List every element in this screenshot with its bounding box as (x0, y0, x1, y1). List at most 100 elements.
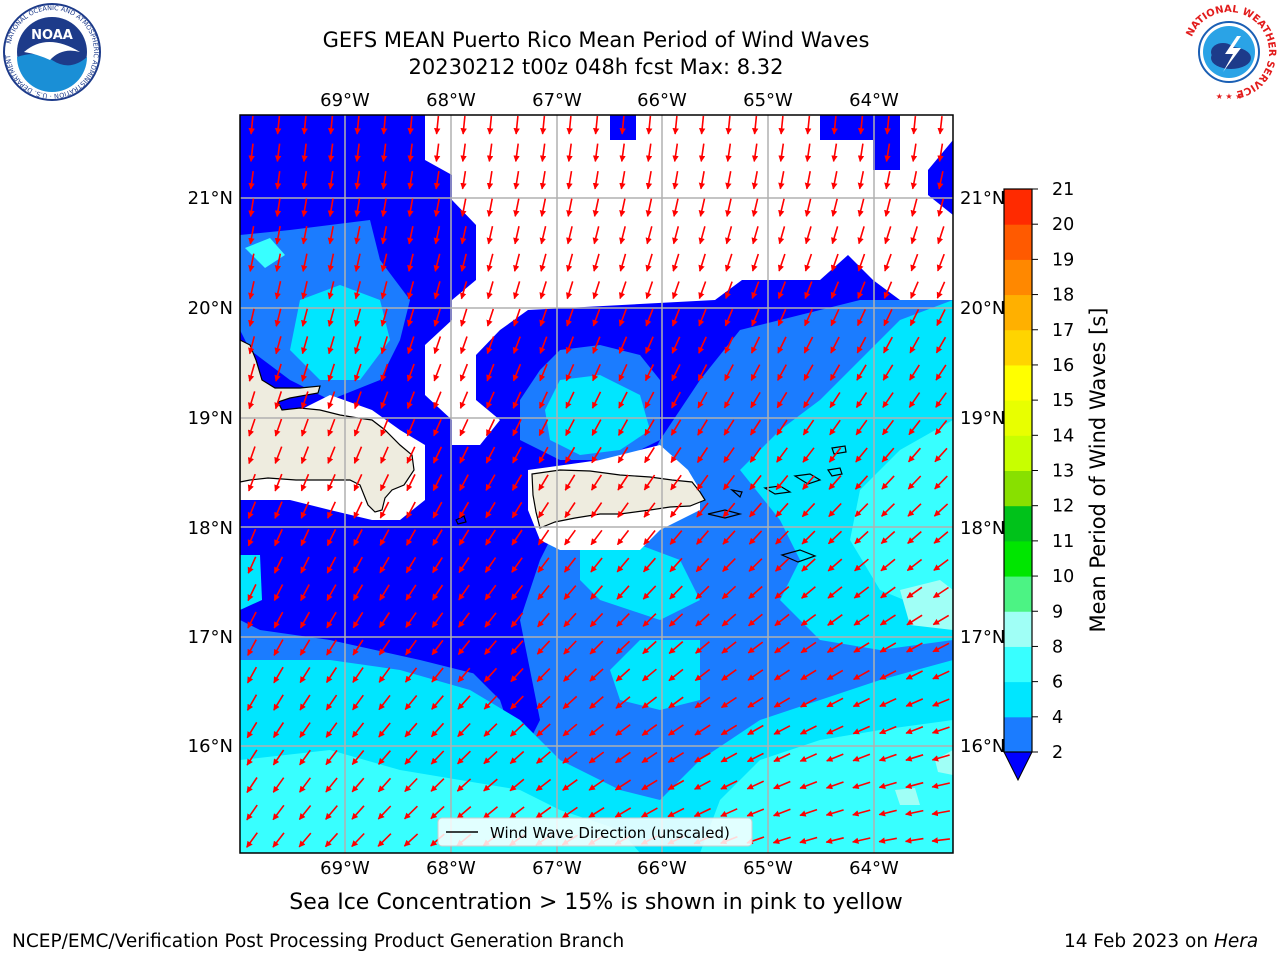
wind-wave-arrow (300, 473, 310, 492)
wind-wave-arrow (274, 115, 282, 135)
wind-wave-arrow (777, 253, 786, 272)
wind-wave-arrow (721, 641, 737, 654)
wind-wave-arrow (483, 667, 498, 683)
wind-wave-arrow (513, 115, 520, 135)
wind-wave-arrow (698, 226, 706, 245)
wind-wave-arrow (881, 475, 895, 490)
wind-wave-arrow (591, 419, 602, 436)
wind-wave-arrow (301, 281, 308, 300)
wind-wave-arrow (483, 750, 498, 765)
wind-wave-arrow (433, 170, 441, 190)
wind-wave-arrow (380, 281, 388, 300)
wind-wave-arrow (672, 143, 679, 163)
wind-wave-arrow (456, 805, 472, 820)
wind-wave-arrow (804, 281, 813, 299)
colorbar-tick-label: 2 (1052, 743, 1063, 763)
map-frame (239, 114, 954, 854)
wind-wave-arrow (722, 474, 736, 491)
wind-wave-arrow (831, 171, 838, 190)
wind-wave-arrow (565, 308, 574, 327)
wind-wave-arrow (589, 585, 604, 600)
wind-wave-arrow (694, 780, 711, 790)
wind-wave-arrow (326, 639, 337, 656)
wind-wave-arrow (721, 613, 737, 627)
wind-wave-arrow (645, 281, 654, 300)
wind-wave-arrow (670, 419, 682, 436)
wind-wave-arrow (668, 613, 684, 627)
wind-wave-arrow (298, 832, 312, 848)
wind-wave-arrow (352, 639, 364, 656)
wind-wave-arrow (853, 614, 870, 626)
lon-label: 66°W (637, 858, 687, 879)
wind-wave-arrow (905, 726, 924, 735)
wind-wave-arrow (379, 529, 390, 546)
wind-wave-arrow (589, 695, 604, 710)
wind-wave-arrow (720, 780, 738, 790)
wind-wave-arrow (483, 695, 498, 710)
wind-wave-arrow (486, 363, 495, 382)
wind-wave-arrow (353, 391, 362, 410)
island-bvi (793, 473, 822, 485)
wind-wave-arrow (937, 171, 944, 190)
wind-wave-arrow (857, 171, 865, 190)
wind-wave-arrow (878, 809, 897, 817)
wind-wave-arrow (723, 447, 735, 463)
wind-wave-arrow (725, 226, 733, 245)
wind-wave-arrow (802, 447, 815, 463)
wind-wave-arrow (668, 724, 684, 736)
wind-wave-arrow (616, 557, 630, 573)
wind-wave-arrow (720, 752, 738, 763)
wind-wave-arrow (591, 446, 602, 464)
wind-wave-arrow (353, 336, 362, 355)
wind-wave-arrow (274, 473, 283, 492)
wind-wave-arrow (697, 364, 708, 382)
wind-wave-arrow (878, 837, 897, 844)
wind-wave-arrow (404, 667, 418, 683)
wind-wave-arrow (592, 253, 600, 272)
wind-wave-arrow (804, 308, 813, 327)
wind-wave-arrow (457, 695, 471, 710)
wind-wave-arrow (535, 806, 552, 819)
map-legend: Wind Wave Direction (unscaled) (437, 817, 753, 847)
wind-wave-arrow (378, 639, 391, 656)
wind-wave-arrow (590, 502, 603, 518)
wind-wave-arrow (614, 807, 632, 818)
wind-wave-arrow (509, 723, 525, 737)
wind-wave-arrow (720, 724, 738, 736)
wind-wave-arrow (856, 309, 867, 327)
wind-wave-arrow (616, 613, 630, 627)
wind-wave-arrow (274, 281, 282, 300)
lat-labels-right: 21°N 20°N 19°N 18°N 17°N 16°N (960, 188, 1005, 757)
wind-wave-arrow (619, 170, 626, 190)
wind-wave-arrow (406, 363, 415, 382)
wind-wave-arrow (855, 392, 868, 409)
wind-wave-arrow (380, 226, 388, 245)
wind-wave-arrow (669, 530, 683, 545)
wind-wave-arrow (803, 364, 814, 381)
colorbar-tick-label: 21 (1052, 180, 1074, 200)
wind-wave-arrow (378, 722, 391, 738)
wind-wave-arrow (725, 198, 732, 217)
wind-wave-arrow (905, 670, 923, 680)
wind-wave-arrow (751, 308, 760, 327)
wind-wave-arrow (352, 667, 364, 683)
wind-wave-arrow (694, 724, 711, 736)
wind-wave-arrow (721, 585, 737, 600)
wind-wave-arrow (274, 143, 282, 163)
wind-wave-arrow (566, 253, 574, 272)
wind-wave-arrow (431, 667, 444, 683)
wind-wave-arrow (274, 170, 282, 190)
wind-wave-arrow (404, 777, 418, 793)
wind-wave-arrow (724, 253, 733, 272)
wind-wave-arrow (351, 722, 365, 738)
wind-wave-arrow (484, 584, 497, 601)
colorbar-tick-label: 15 (1052, 391, 1074, 411)
wind-wave-arrow (910, 253, 919, 272)
wind-wave-arrow (642, 668, 657, 682)
wind-wave-arrow (802, 419, 815, 436)
wind-wave-arrow (562, 723, 578, 737)
wind-wave-arrow (380, 253, 388, 272)
wind-wave-arrow (563, 585, 577, 600)
wind-wave-arrow (932, 670, 950, 680)
wind-wave-arrow (803, 336, 814, 354)
